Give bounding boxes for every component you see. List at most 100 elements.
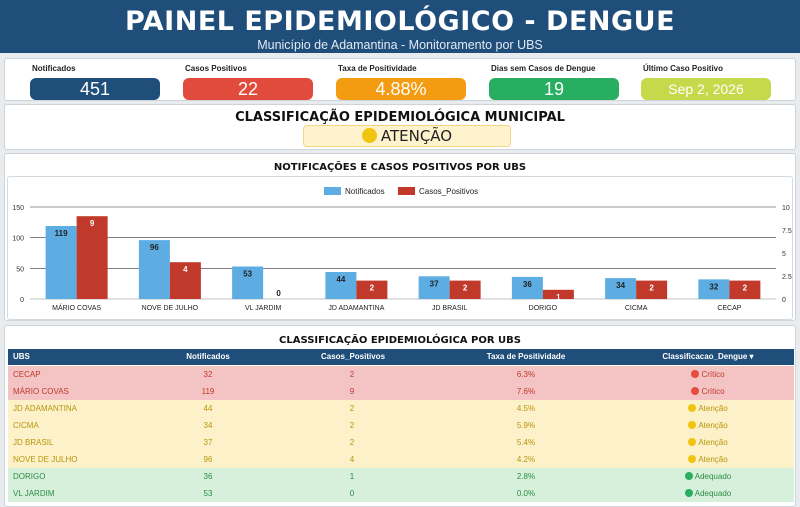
cell-casos-positivos: 2 (349, 438, 355, 447)
data-label-casos-positivos: 2 (743, 284, 748, 293)
bar-notificados (325, 272, 357, 299)
table-row[interactable]: DORIGO 36 1 2.8% Adequado (8, 468, 794, 485)
cell-classificacao: Crítico (668, 383, 748, 400)
col-header-casos-positivos[interactable]: Casos_Positivos (320, 352, 386, 361)
data-label-notificados: 44 (336, 275, 345, 284)
bar-notificados (605, 278, 637, 299)
table-row[interactable]: JD ADAMANTINA 44 2 4.5% Atenção (8, 400, 794, 417)
dashboard-subtitle: Município de Adamantina - Monitoramento … (257, 38, 543, 52)
kpi-ultimo-caso: Último Caso Positivo Sep 2, 2026 (641, 64, 771, 100)
x-tick-label: DORIGO (529, 305, 558, 312)
yellow-circle-icon (361, 127, 377, 143)
bar-casos-positivos (542, 289, 574, 299)
y-tick-left: 0 (20, 297, 24, 304)
kpi-label: Dias sem Casos de Dengue (491, 64, 596, 73)
table-row[interactable]: CICMA 34 2 5.9% Atenção (8, 417, 794, 434)
table-row[interactable]: JD BRASIL 37 2 5.4% Atenção (8, 434, 794, 451)
cell-notificados: 36 (203, 472, 213, 481)
status-circle-icon (684, 471, 693, 480)
cell-notificados: 96 (203, 455, 213, 464)
cell-casos-positivos: 9 (349, 387, 355, 396)
status-circle-icon (691, 386, 700, 395)
x-tick-label: VL JARDIM (245, 305, 281, 312)
cell-classificacao: Adequado (668, 485, 748, 502)
col-header-classificacao[interactable]: Classificacao_Dengue ▾ (662, 352, 754, 361)
table-row[interactable]: VL JARDIM 53 0 0.0% Adequado (8, 485, 794, 502)
cell-notificados: 32 (203, 370, 213, 379)
x-tick-label: JD BRASIL (432, 305, 468, 312)
cell-ubs: CICMA (13, 421, 39, 430)
classificacao-status: ATENÇÃO (380, 127, 453, 145)
x-tick-label: JD ADAMANTINA (328, 305, 384, 312)
kpi-value: 4.88% (336, 78, 466, 100)
bar-notificados (45, 226, 77, 299)
cell-taxa: 2.8% (516, 472, 536, 481)
legend-label: Notificados (345, 187, 385, 196)
col-header-taxa[interactable]: Taxa de Positividade (486, 352, 566, 361)
table-row[interactable]: CECAP 32 2 6.3% Crítico (8, 366, 794, 383)
cell-casos-positivos: 2 (349, 404, 355, 413)
bar-notificados (511, 276, 543, 299)
cell-classificacao: Atenção (668, 434, 748, 451)
data-label-casos-positivos: 2 (370, 284, 375, 293)
chart-panel: NOTIFICAÇÕES E CASOS POSITIVOS POR UBS 0… (4, 153, 796, 321)
data-label-notificados: 53 (243, 269, 252, 278)
cell-casos-positivos: 4 (349, 455, 355, 464)
data-label-notificados: 37 (430, 279, 439, 288)
data-label-notificados: 96 (150, 243, 159, 252)
dashboard-title: PAINEL EPIDEMIOLÓGICO - DENGUE (124, 6, 676, 37)
cell-ubs: CECAP (13, 370, 41, 379)
y-tick-right: 5 (782, 251, 786, 258)
bar-notificados (418, 276, 450, 299)
status-circle-icon (691, 369, 700, 378)
cell-casos-positivos: 0 (349, 489, 355, 498)
classificacao-title: CLASSIFICAÇÃO EPIDEMIOLÓGICA MUNICIPAL (235, 110, 565, 125)
cell-taxa: 7.6% (516, 387, 536, 396)
cell-ubs: NOVE DE JULHO (13, 455, 78, 464)
x-tick-label: CECAP (717, 305, 741, 312)
kpi-label: Notificados (32, 64, 76, 73)
data-label-notificados: 34 (616, 281, 625, 290)
col-header-notificados[interactable]: Notificados (186, 352, 230, 361)
data-label-casos-positivos: 2 (649, 284, 654, 293)
bar-notificados (232, 266, 264, 299)
cell-classificacao: Adequado (668, 468, 748, 485)
bar-notificados (698, 279, 730, 299)
cell-notificados: 34 (203, 421, 213, 430)
cell-notificados: 53 (203, 489, 213, 498)
cell-ubs: JD ADAMANTINA (13, 404, 78, 413)
y-tick-right: 0 (782, 297, 786, 304)
cell-ubs: VL JARDIM (13, 489, 55, 498)
kpi-notificados: Notificados 451 (30, 64, 160, 100)
dashboard-header: PAINEL EPIDEMIOLÓGICO - DENGUE Município… (0, 0, 800, 53)
y-tick-left: 150 (12, 205, 24, 212)
bar-casos-positivos (636, 280, 668, 299)
x-tick-label: MÁRIO COVAS (52, 303, 101, 312)
cell-notificados: 37 (203, 438, 213, 447)
status-circle-icon (688, 420, 697, 429)
classificacao-municipal-panel: CLASSIFICAÇÃO EPIDEMIOLÓGICA MUNICIPAL A… (4, 104, 796, 150)
classificacao-label: Adequado (694, 472, 732, 481)
status-circle-icon (688, 437, 697, 446)
table-row[interactable]: NOVE DE JULHO 96 4 4.2% Atenção (8, 451, 794, 468)
col-header-ubs[interactable]: UBS (13, 352, 30, 361)
cell-taxa: 5.4% (516, 438, 536, 447)
cell-taxa: 4.5% (516, 404, 536, 413)
legend-swatch-casos-positivos (398, 187, 415, 195)
classificacao-label: Adequado (694, 489, 732, 498)
cell-taxa: 6.3% (516, 370, 536, 379)
kpi-label: Casos Positivos (185, 64, 247, 73)
table-row[interactable]: MÁRIO COVAS 119 9 7.6% Crítico (8, 383, 794, 400)
chart-title: NOTIFICAÇÕES E CASOS POSITIVOS POR UBS (273, 162, 527, 173)
bar-casos-positivos (449, 280, 481, 299)
cell-classificacao: Atenção (668, 400, 748, 417)
data-label-casos-positivos: 4 (183, 265, 188, 274)
cell-casos-positivos: 2 (349, 421, 355, 430)
cell-taxa: 4.2% (516, 455, 536, 464)
kpi-value: 451 (30, 78, 160, 100)
kpi-value: Sep 2, 2026 (641, 78, 771, 100)
cell-casos-positivos: 1 (349, 472, 355, 481)
classificacao-label: Atenção (698, 421, 728, 430)
cell-taxa: 0.0% (516, 489, 536, 498)
cell-ubs: JD BRASIL (13, 438, 54, 447)
